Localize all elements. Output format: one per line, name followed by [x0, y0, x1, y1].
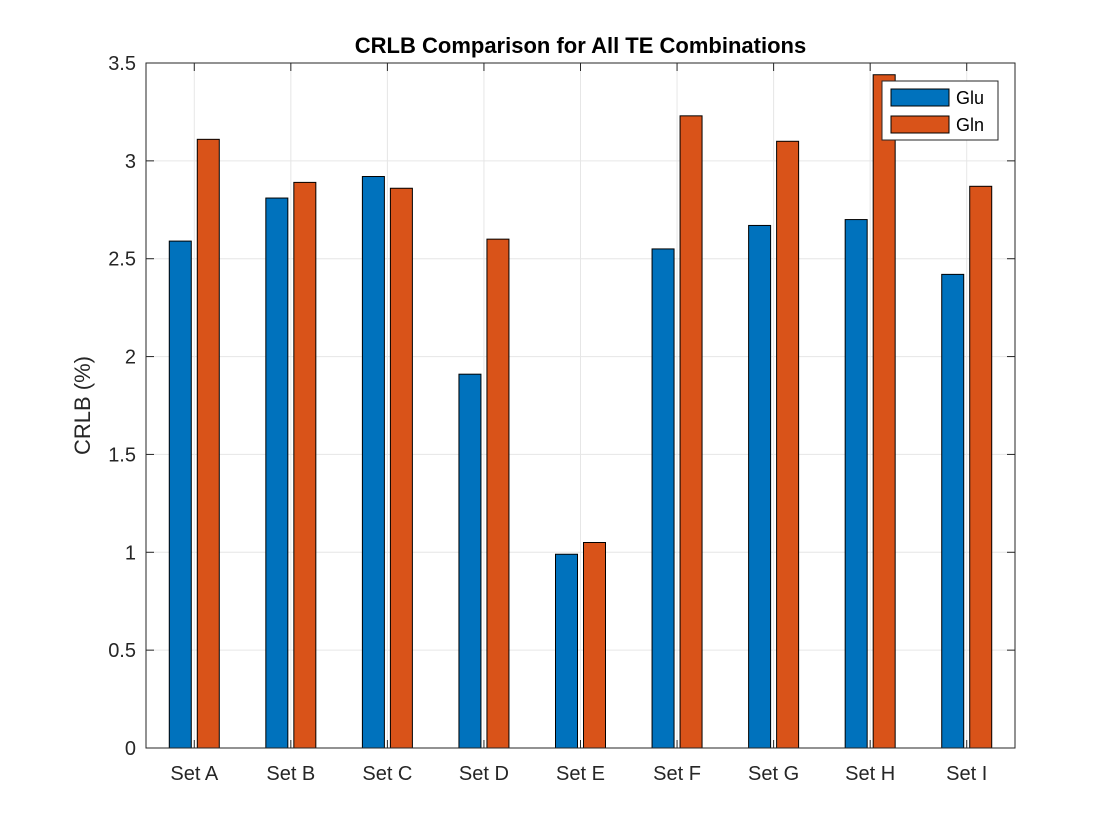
x-tick-label: Set F	[653, 763, 701, 785]
bar-glu-set-a	[168, 240, 192, 749]
bar-glu-set-h	[844, 219, 868, 749]
bar-gln-set-g	[776, 140, 800, 749]
x-tick-label: Set C	[362, 763, 412, 785]
x-tick-label: Set A	[170, 763, 218, 785]
y-tick-label: 0.5	[108, 640, 136, 662]
bar-gln-set-b	[293, 181, 317, 749]
bar-glu-set-c	[361, 176, 385, 749]
grid-lines	[146, 62, 1015, 749]
bar-gln-set-h	[872, 74, 896, 749]
tick-marks	[146, 62, 1015, 749]
legend-swatch-glu	[890, 88, 950, 107]
bar-gln-set-f	[679, 115, 703, 749]
legend: Glu Gln	[881, 80, 999, 141]
bar-gln-set-d	[486, 238, 510, 749]
y-tick-labels: 0 0.5 1 1.5 2 2.5 3 3.5	[108, 53, 136, 760]
x-tick-label: Set B	[266, 763, 315, 785]
y-tick-label: 2	[125, 347, 136, 369]
bar-glu-set-b	[265, 197, 289, 749]
bar-glu-set-i	[941, 273, 965, 749]
x-tick-label: Set I	[946, 763, 987, 785]
x-tick-label: Set E	[556, 763, 605, 785]
bar-glu-set-d	[458, 373, 482, 749]
bar-glu-set-f	[651, 248, 675, 749]
x-tick-labels: Set A Set B Set C Set D Set E Set F Set G Set H…	[170, 763, 987, 785]
bar-glu-set-g	[748, 224, 772, 749]
bar-gln-set-c	[389, 187, 413, 749]
y-tick-label: 1	[125, 542, 136, 564]
y-tick-label: 0	[125, 738, 136, 760]
x-tick-label: Set G	[748, 763, 799, 785]
bar-gln-set-i	[969, 185, 993, 749]
chart-title: CRLB Comparison for All TE Combinations	[355, 33, 806, 58]
y-axis-label: CRLB (%)	[70, 356, 95, 455]
bar-gln-set-e	[583, 542, 606, 749]
y-tick-label: 1.5	[108, 444, 136, 466]
legend-label-gln: Gln	[956, 115, 984, 135]
y-tick-label: 3	[125, 151, 136, 173]
legend-swatch-gln	[890, 115, 950, 134]
y-tick-label: 2.5	[108, 249, 136, 271]
x-tick-label: Set H	[845, 763, 895, 785]
y-tick-label: 3.5	[108, 53, 136, 75]
legend-label-glu: Glu	[956, 88, 984, 108]
bar-gln-set-a	[196, 138, 220, 749]
x-tick-label: Set D	[459, 763, 509, 785]
bar-glu-set-e	[555, 553, 578, 749]
